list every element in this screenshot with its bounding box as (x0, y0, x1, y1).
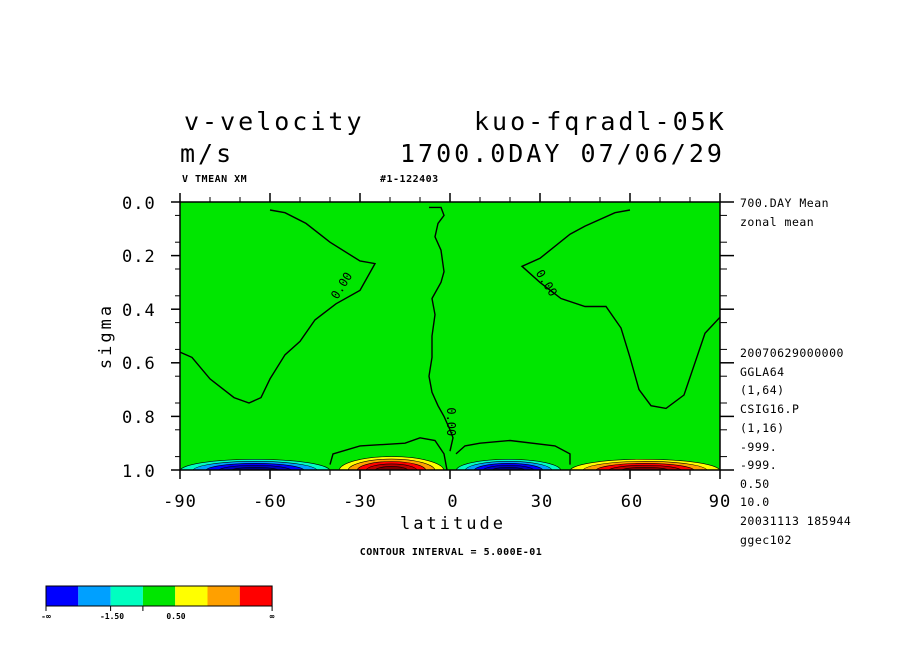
surface-cell-southern-subtropics (338, 456, 445, 470)
legend-swatch (110, 586, 143, 606)
side-info-line: -999. (740, 458, 777, 472)
legend-label: -1.50 (100, 612, 124, 621)
average-label: 700.DAY Mean (740, 196, 829, 210)
legend-swatch (46, 586, 79, 606)
y-tick-label: 0.6 (122, 354, 156, 374)
side-info-line: (1,16) (740, 421, 785, 435)
legend-labels: -∞ -1.50 0.50 ∞ (41, 612, 274, 621)
legend-label: -∞ (41, 612, 51, 621)
x-axis-label: latitude (400, 514, 506, 534)
side-info-line: 10.0 (740, 495, 770, 509)
legend-swatch (207, 586, 240, 606)
variable-title: v-velocity (184, 107, 365, 136)
contour-label: 0.00 (444, 407, 458, 436)
x-tick-label: 90 (709, 492, 731, 512)
field-name-label: V TMEAN XM (182, 174, 247, 185)
legend-swatch (142, 586, 176, 606)
legend-swatch (239, 586, 273, 606)
contour-line-equatorial (428, 206, 454, 452)
axis-ticks (171, 193, 734, 479)
units-label: m/s (180, 139, 234, 168)
average-type-label: zonal mean (740, 215, 814, 229)
field-background (180, 202, 720, 470)
time-label: 1700.0DAY 07/06/29 (400, 139, 725, 168)
x-tick-label: -30 (343, 492, 377, 512)
cell-band (374, 466, 409, 470)
x-tick-label: 0 (447, 492, 458, 512)
surface-cell-southern-high-lat (180, 458, 331, 470)
y-tick-label: 1.0 (122, 462, 156, 482)
x-tick-label: -60 (253, 492, 287, 512)
surface-cell-northern-high-lat (569, 458, 720, 470)
side-info-line: 0.50 (740, 477, 770, 491)
legend-swatch (175, 586, 208, 606)
color-legend (45, 585, 273, 611)
cell-band (491, 466, 526, 470)
surface-cell-northern-tropics (455, 458, 562, 470)
contour-line-northern (520, 209, 720, 410)
y-tick-label: 0.2 (122, 247, 156, 267)
contour-line-north-surface-cell (455, 439, 571, 465)
side-info-line: -999. (740, 440, 777, 454)
x-tick-label: -90 (163, 492, 197, 512)
side-info-line: 20031113 185944 (740, 514, 851, 528)
side-info-lines: 20070629000000 GGLA64 (1,64) CSIG16.P (1… (740, 346, 851, 547)
run-id-label: #1-122403 (380, 174, 439, 185)
side-info-line: CSIG16.P (740, 402, 799, 416)
legend-frame (45, 585, 273, 607)
contour-interval-label: CONTOUR INTERVAL = 5.000E-01 (360, 547, 543, 558)
x-tick-labels: -90 -60 -30 0 30 60 90 (163, 492, 731, 512)
y-tick-label: 0.0 (122, 194, 156, 214)
experiment-title: kuo-fqradl-05K (474, 107, 727, 136)
cell-band (231, 466, 279, 470)
legend-label: ∞ (270, 612, 275, 621)
contour-line-southern (180, 209, 377, 404)
x-tick-label: 30 (531, 492, 553, 512)
y-axis-label: sigma (96, 303, 116, 369)
contour-line-south-surface-cell (329, 437, 448, 470)
cell-band (365, 463, 418, 470)
y-tick-label: 0.4 (122, 301, 156, 321)
legend-label: 0.50 (166, 612, 185, 621)
x-tick-label: 60 (621, 492, 643, 512)
cell-band (621, 466, 669, 470)
side-info-line: 20070629000000 (740, 346, 844, 360)
y-tick-labels: 0.0 0.2 0.4 0.6 0.8 1.0 (122, 194, 156, 482)
side-info-line: ggec102 (740, 533, 792, 547)
side-info-line: GGLA64 (740, 365, 785, 379)
y-tick-label: 0.8 (122, 408, 156, 428)
side-info-line: (1,64) (740, 383, 785, 397)
plot-area: 0.000.000.00 (171, 193, 734, 479)
legend-swatch (78, 586, 111, 606)
zero-contours (180, 206, 720, 470)
